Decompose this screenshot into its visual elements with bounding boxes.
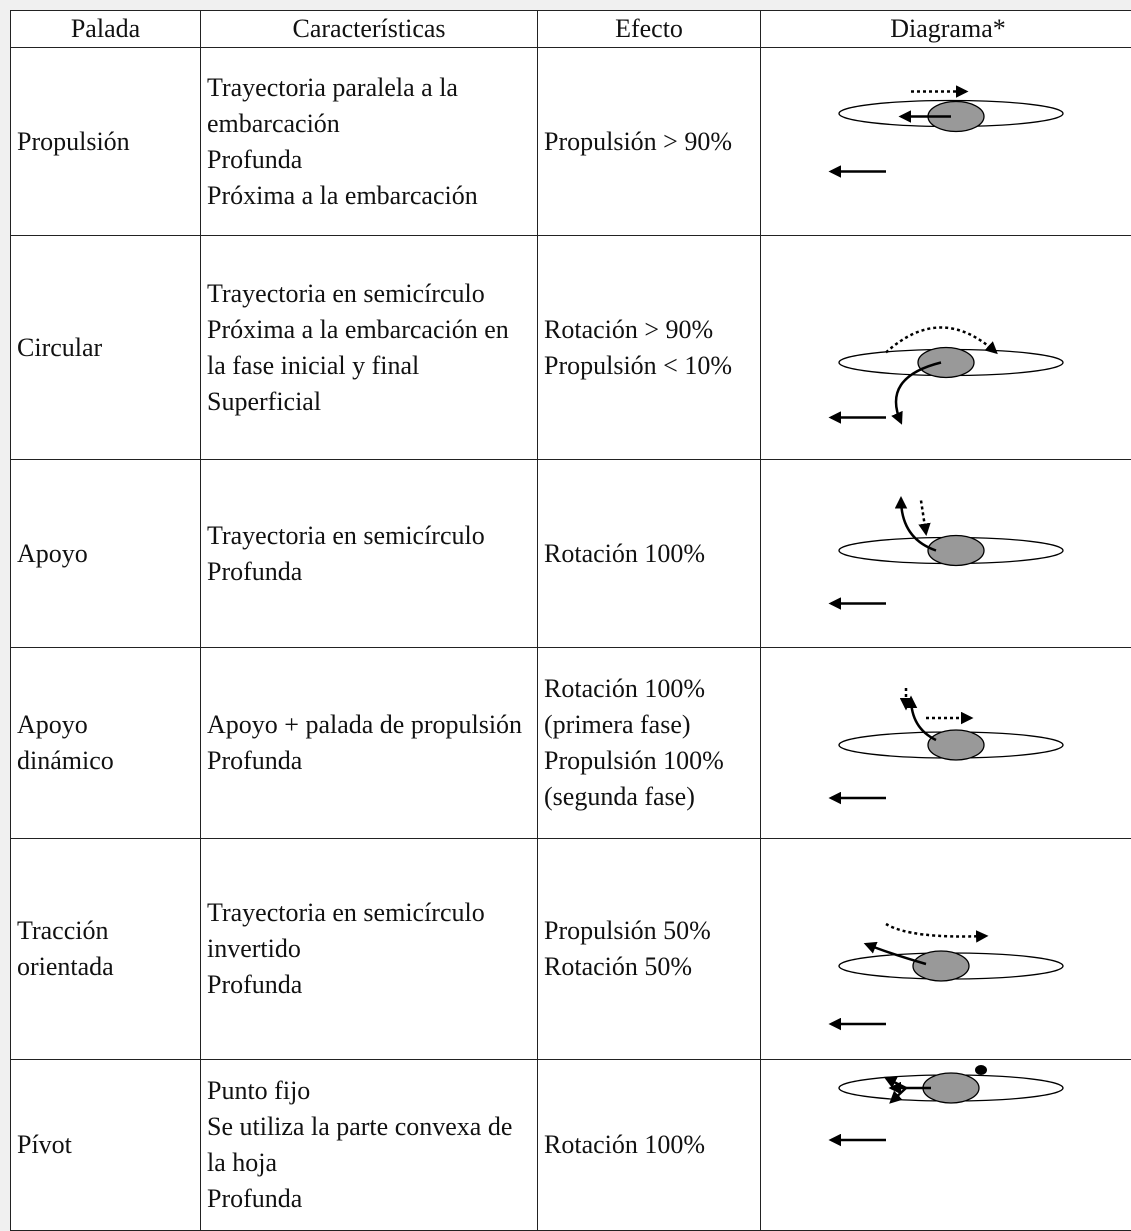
cell-line: Trayectoria en semicírculo — [207, 276, 531, 312]
diagram-shape — [918, 348, 974, 378]
diagram-shape — [975, 1065, 987, 1075]
cell-line: Propulsión 100% (segunda fase) — [544, 743, 754, 815]
cell-line: Propulsión > 90% — [544, 124, 754, 160]
diagram-shape — [923, 1073, 979, 1103]
diagram — [761, 1060, 1131, 1230]
diagram-shape — [886, 924, 986, 937]
cell-line: Circular — [17, 330, 194, 366]
diagram — [761, 48, 1131, 235]
cell-line: orientada — [17, 949, 194, 985]
diagram-shape — [831, 92, 1063, 172]
diagram-shape — [831, 688, 1063, 798]
diagram — [761, 648, 1131, 838]
efecto-cell: Rotación 100% — [538, 460, 761, 648]
palada-cell: Pívot — [11, 1060, 201, 1231]
cell-line: Superficial — [207, 384, 531, 420]
diagram-cell — [761, 236, 1131, 460]
header-cell: Diagrama* — [761, 11, 1131, 48]
cell-line: Trayectoria en semicírculo invertido — [207, 895, 531, 967]
diagram-shape — [928, 536, 984, 566]
cell-line: Propulsión 50% — [544, 913, 754, 949]
cell-line: Profunda — [207, 743, 531, 779]
diagram-cell — [761, 48, 1131, 236]
cell-line: Punto fijo — [207, 1073, 531, 1109]
cell-line: Apoyo + palada de propulsión — [207, 707, 531, 743]
cell-line: Trayectoria en semicírculo — [207, 518, 531, 554]
palada-cell: Circular — [11, 236, 201, 460]
cell-line: Apoyo — [17, 707, 194, 743]
cell-line: Profunda — [207, 142, 531, 178]
efecto-cell: Rotación > 90%Propulsión < 10% — [538, 236, 761, 460]
cell-line: Se utiliza la parte convexa de la hoja — [207, 1109, 531, 1181]
cell-line: Próxima a la embarcación en la fase inic… — [207, 312, 531, 384]
cell-line: Rotación 100% — [544, 536, 754, 572]
diagram-shape — [831, 328, 1063, 423]
cell-line: Rotación 100% — [544, 1127, 754, 1163]
diagram — [761, 839, 1131, 1059]
efecto-cell: Propulsión > 90% — [538, 48, 761, 236]
cell-line: Próxima a la embarcación — [207, 178, 531, 214]
diagram — [761, 460, 1131, 647]
diagram-shape — [831, 1065, 1063, 1140]
cell-line: Trayectoria paralela a la embarcación — [207, 70, 531, 142]
cell-line: Profunda — [207, 1181, 531, 1217]
cell-line: Rotación 50% — [544, 949, 754, 985]
cell-line: dinámico — [17, 743, 194, 779]
cell-line: Propulsión — [17, 124, 194, 160]
header-cell: Efecto — [538, 11, 761, 48]
cell-line: Apoyo — [17, 536, 194, 572]
cell-line: Rotación 100% (primera fase) — [544, 671, 754, 743]
diagram-cell — [761, 839, 1131, 1060]
cell-line: Tracción — [17, 913, 194, 949]
diagram-cell — [761, 1060, 1131, 1231]
palada-cell: Apoyo — [11, 460, 201, 648]
palada-cell: Propulsión — [11, 48, 201, 236]
diagram-cell — [761, 460, 1131, 648]
cell-line: Rotación > 90% — [544, 312, 754, 348]
efecto-cell: Propulsión 50%Rotación 50% — [538, 839, 761, 1060]
diagram-shape — [901, 499, 936, 551]
diagram-shape — [831, 924, 1063, 1024]
diagram-shape — [886, 1078, 906, 1088]
cell-line: Propulsión < 10% — [544, 348, 754, 384]
diagram — [761, 236, 1131, 459]
cell-line: Profunda — [207, 554, 531, 590]
diagram-shape — [928, 730, 984, 760]
diagram-cell — [761, 648, 1131, 839]
diagram-shape — [913, 951, 969, 981]
efecto-cell: Rotación 100% (primera fase)Propulsión 1… — [538, 648, 761, 839]
efecto-cell: Rotación 100% — [538, 1060, 761, 1231]
header-cell: Características — [201, 11, 538, 48]
diagram-shape — [831, 499, 1063, 604]
cell-line: Pívot — [17, 1127, 194, 1163]
diagram-shape — [921, 501, 926, 534]
cell-line: Profunda — [207, 967, 531, 1003]
header-cell: Palada — [11, 11, 201, 48]
